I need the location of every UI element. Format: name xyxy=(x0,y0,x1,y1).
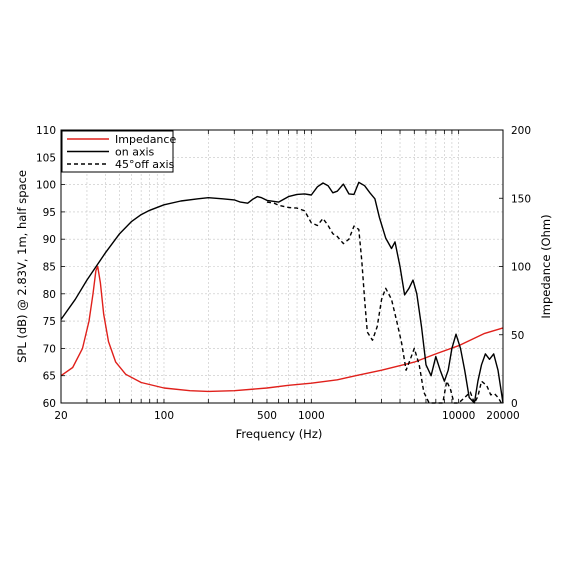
series-line-45-off-axis xyxy=(266,201,503,404)
y-tick-label-left: 100 xyxy=(36,180,56,192)
series-line-on-axis xyxy=(60,181,504,404)
x-axis-label: Frequency (Hz) xyxy=(236,427,323,441)
x-tick-label: 500 xyxy=(257,410,277,422)
y-tick-label-left: 80 xyxy=(43,289,56,301)
legend-label-impedance: Impedance xyxy=(115,133,176,146)
y-tick-label-left: 85 xyxy=(43,262,56,274)
series-group xyxy=(60,181,504,404)
y-tick-label-left: 95 xyxy=(43,207,56,219)
y-tick-label-left: 105 xyxy=(36,152,56,164)
y-tick-label-left: 65 xyxy=(43,371,56,383)
y-tick-label-left: 90 xyxy=(43,234,56,246)
y-tick-label-right: 0 xyxy=(511,398,518,410)
legend-label-on-axis: on axis xyxy=(115,146,155,159)
y-axis-label-left: SPL (dB) @ 2.83V, 1m, half space xyxy=(15,170,29,363)
series-line-impedance xyxy=(60,265,504,393)
x-tick-label: 1000 xyxy=(298,410,325,422)
y-tick-label-left: 110 xyxy=(36,125,56,137)
y-tick-label-left: 75 xyxy=(43,316,56,328)
grid xyxy=(61,130,503,403)
x-tick-label: 20000 xyxy=(486,410,519,422)
y-tick-label-right: 200 xyxy=(511,125,531,137)
y-tick-label-left: 60 xyxy=(43,398,56,410)
x-tick-label: 100 xyxy=(154,410,174,422)
y-tick-label-right: 150 xyxy=(511,193,531,205)
y-tick-label-right: 50 xyxy=(511,330,524,342)
x-tick-label: 20 xyxy=(54,410,67,422)
legend-label-45-off-axis: 45°off axis xyxy=(115,158,175,171)
x-tick-label: 10000 xyxy=(442,410,475,422)
y-tick-label-right: 100 xyxy=(511,262,531,274)
legend: Impedance on axis 45°off axis xyxy=(61,130,176,173)
axis-ticks: 60 65 70 75 80 85 90 95 100 105 110 0 50 100 150 200 20 1… xyxy=(36,125,531,422)
y-axis-label-right: Impedance (Ohm) xyxy=(539,214,553,318)
y-tick-label-left: 70 xyxy=(43,343,56,355)
